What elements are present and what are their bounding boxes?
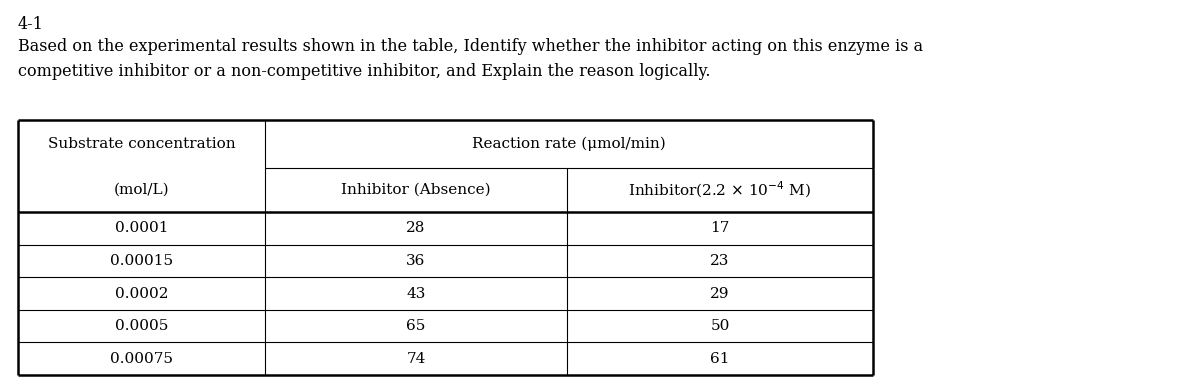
Text: Based on the experimental results shown in the table, Identify whether the inhib: Based on the experimental results shown … (18, 38, 923, 55)
Text: 0.0005: 0.0005 (115, 319, 168, 333)
Text: 50: 50 (710, 319, 730, 333)
Text: 74: 74 (407, 352, 426, 366)
Text: 23: 23 (710, 254, 730, 268)
Text: 61: 61 (710, 352, 730, 366)
Text: 0.00015: 0.00015 (110, 254, 173, 268)
Text: 4-1: 4-1 (18, 16, 44, 33)
Text: 28: 28 (407, 221, 426, 235)
Text: 36: 36 (407, 254, 426, 268)
Text: Reaction rate (μmol/min): Reaction rate (μmol/min) (472, 137, 666, 151)
Text: (mol/L): (mol/L) (114, 183, 169, 197)
Text: Substrate concentration: Substrate concentration (48, 137, 235, 151)
Text: competitive inhibitor or a non-competitive inhibitor, and Explain the reason log: competitive inhibitor or a non-competiti… (18, 63, 710, 80)
Text: 0.00075: 0.00075 (110, 352, 173, 366)
Text: 0.0002: 0.0002 (115, 286, 168, 301)
Text: 65: 65 (407, 319, 426, 333)
Text: 43: 43 (407, 286, 426, 301)
Text: 29: 29 (710, 286, 730, 301)
Text: Inhibitor(2.2 $\times$ 10$^{-4}$ M): Inhibitor(2.2 $\times$ 10$^{-4}$ M) (629, 180, 811, 200)
Text: 0.0001: 0.0001 (115, 221, 168, 235)
Text: 17: 17 (710, 221, 730, 235)
Text: Inhibitor (Absence): Inhibitor (Absence) (341, 183, 491, 197)
